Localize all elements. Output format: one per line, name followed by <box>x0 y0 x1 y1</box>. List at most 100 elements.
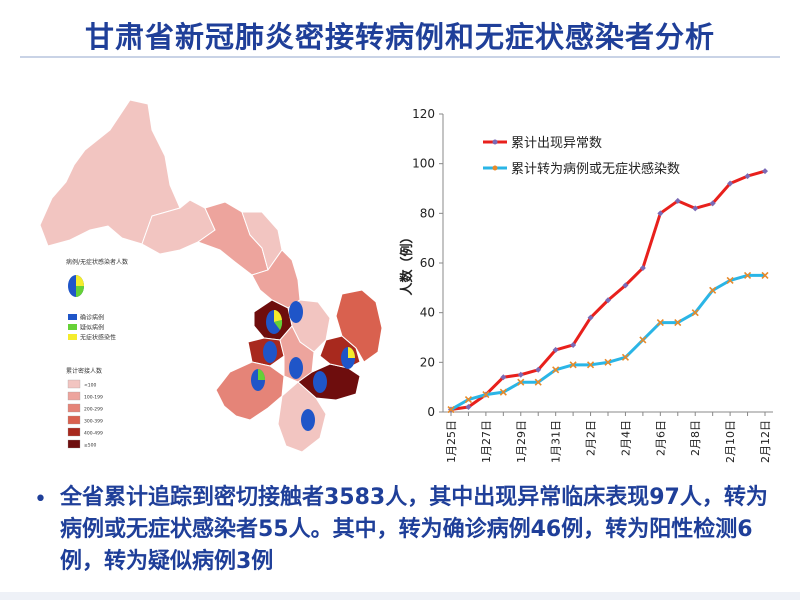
choropleth-legend-swatch <box>67 439 81 449</box>
x-tick-label: 1月25日 <box>445 420 458 463</box>
pie-legend-title: 病例/无症状感染者人数 <box>66 258 128 266</box>
map-pie-tianshui <box>313 371 327 393</box>
map-pie-pingliang <box>341 347 355 369</box>
pie-legend-label: 疑似病例 <box>80 324 104 332</box>
choropleth-legend-label: <100 <box>84 383 96 389</box>
series-point <box>657 210 664 217</box>
series-point <box>656 319 664 327</box>
choropleth-legend-swatch <box>67 391 81 401</box>
map-region-wuwei <box>251 249 301 309</box>
series-line <box>450 273 765 411</box>
choropleth-legend-swatch <box>67 403 81 413</box>
series-point <box>586 361 595 369</box>
map-pie-gannan <box>251 369 265 391</box>
series-point <box>727 180 734 187</box>
series-point <box>674 319 682 327</box>
series-point <box>517 371 524 378</box>
choropleth-legend-swatch <box>67 379 81 389</box>
series-point <box>622 282 629 289</box>
y-tick-label: 20 <box>420 355 435 369</box>
map-pie-baiyin <box>289 301 303 323</box>
choropleth-legend-label: 300-399 <box>84 419 103 425</box>
slide-title: 甘肃省新冠肺炎密接转病例和无症状感染者分析 <box>84 20 715 54</box>
footer-bar <box>0 592 800 600</box>
summary-text: 全省累计追踪到密切接触者3583人，其中出现异常临床表现97人，转为病例或无症状… <box>60 485 768 574</box>
series-point <box>552 346 559 353</box>
legend-label: 累计出现异常数 <box>511 136 602 151</box>
series-point <box>517 378 525 386</box>
pie-legend-label: 无症状感染性 <box>80 334 116 342</box>
x-tick-label: 2月12日 <box>759 420 772 463</box>
series-point <box>587 314 594 321</box>
pie-legend-label: 确诊病例 <box>80 314 104 322</box>
series-point <box>726 276 734 284</box>
map-region-tianshui <box>297 363 361 401</box>
series-point <box>621 353 630 361</box>
choropleth-legend-label: 400-499 <box>84 431 103 437</box>
x-tick-label: 2月2日 <box>585 420 598 456</box>
series-point <box>709 200 716 207</box>
series-point <box>709 286 717 294</box>
y-tick-label: 100 <box>412 157 435 171</box>
x-tick-label: 2月10日 <box>724 420 737 463</box>
pie-legend-swatch <box>68 314 77 320</box>
choropleth-legend-label: 100-199 <box>84 395 103 401</box>
series-point <box>743 271 752 279</box>
y-axis-label: 人数（例） <box>399 230 415 295</box>
series-point <box>465 404 472 411</box>
y-tick-label: 120 <box>412 107 435 121</box>
series-point <box>674 197 681 204</box>
y-tick-label: 60 <box>420 256 435 270</box>
legend-marker <box>492 165 498 171</box>
legend-marker <box>492 139 498 145</box>
series-line <box>450 169 766 412</box>
y-tick-label: 80 <box>420 206 435 220</box>
series-point <box>569 361 577 369</box>
x-tick-label: 2月4日 <box>619 420 632 456</box>
choropleth-legend-title: 累计密接人数 <box>66 367 102 375</box>
map-pie-lanzhou <box>266 309 283 334</box>
map-pie-dingxi <box>289 357 303 379</box>
series-point <box>552 366 560 374</box>
summary-bullet: • <box>34 487 47 512</box>
series-point <box>499 388 507 396</box>
series-point <box>692 205 699 212</box>
y-tick-label: 40 <box>420 306 435 320</box>
x-tick-label: 1月31日 <box>550 420 563 463</box>
y-tick-label: 0 <box>427 405 435 419</box>
choropleth-legend-swatch <box>67 415 81 425</box>
pie-legend-swatch <box>68 324 77 330</box>
series-point <box>762 168 768 175</box>
x-tick-label: 2月6日 <box>654 420 667 456</box>
series-point <box>447 405 455 414</box>
choropleth-legend-label: ≥500 <box>84 443 96 449</box>
map-region-qingyang <box>335 289 383 363</box>
x-tick-label: 2月8日 <box>689 420 702 456</box>
pie-legend-symbol <box>68 275 84 297</box>
series-point <box>464 396 473 404</box>
x-tick-label: 1月29日 <box>515 420 528 463</box>
series-point <box>761 271 769 279</box>
legend-label: 累计转为病例或无症状感染数 <box>511 161 680 177</box>
choropleth-legend-swatch <box>67 427 81 437</box>
title-divider <box>20 56 780 58</box>
choropleth-legend-label: 200-299 <box>84 407 103 413</box>
map-region-jiuquan <box>39 99 181 247</box>
series-point <box>570 341 577 348</box>
series-point <box>639 336 647 344</box>
series-point <box>691 309 699 317</box>
map-region-gannan <box>215 361 285 421</box>
x-tick-label: 1月27日 <box>480 420 493 463</box>
series-point <box>604 358 612 366</box>
map-pie-longnan <box>301 409 315 431</box>
series-point <box>534 378 542 386</box>
line-chart: 0 20 40 60 80 100 120 1月25日 1月27日 1月29日 1月31日 2月2日 2… <box>399 107 773 463</box>
series-point <box>535 366 542 373</box>
series-point <box>744 173 751 180</box>
series-point <box>639 264 646 271</box>
choropleth-legend-items: <100 100-199 200-299 300-399 400-499 ≥500 <box>67 379 103 449</box>
pie-legend-swatch <box>68 334 77 340</box>
